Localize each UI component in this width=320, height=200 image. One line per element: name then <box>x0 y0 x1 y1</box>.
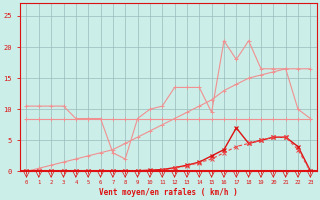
X-axis label: Vent moyen/en rafales ( km/h ): Vent moyen/en rafales ( km/h ) <box>99 188 238 197</box>
